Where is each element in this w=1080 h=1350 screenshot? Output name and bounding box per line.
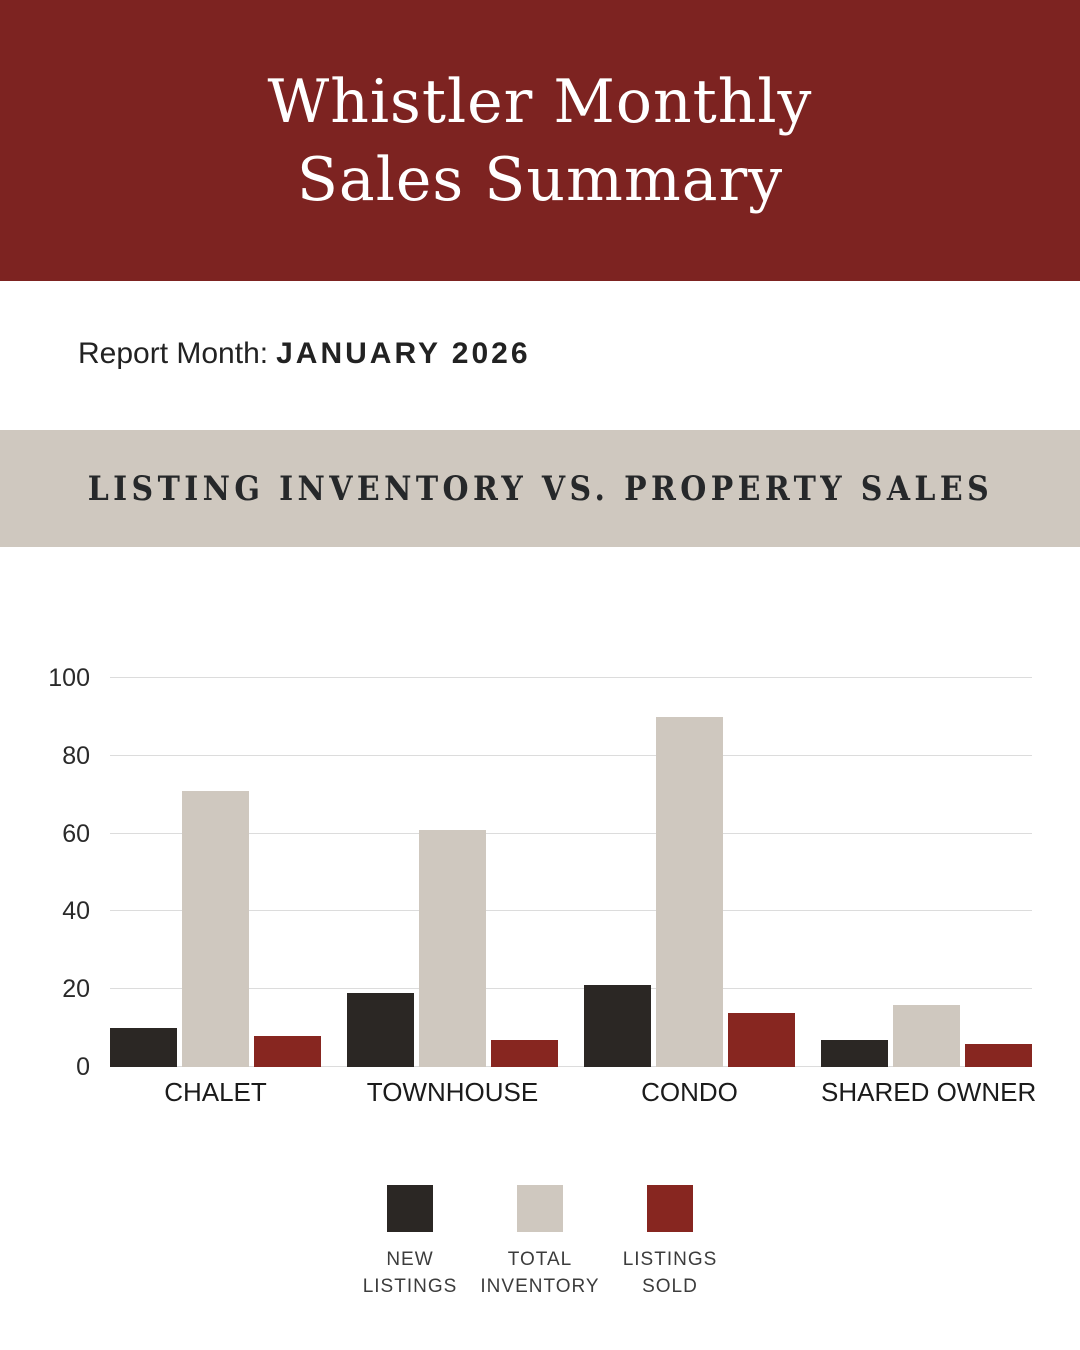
bar-listings-sold — [965, 1043, 1032, 1067]
legend-item-new-listings: NEW LISTINGS — [345, 1185, 475, 1300]
report-month-row: Report Month: JANUARY 2026 — [78, 337, 531, 371]
legend-swatch — [517, 1185, 563, 1232]
y-axis-tick-label: 100 — [48, 664, 90, 692]
legend-label: NEW LISTINGS — [363, 1246, 458, 1300]
legend-label-line: TOTAL — [507, 1249, 573, 1270]
y-axis-tick-label: 20 — [62, 975, 90, 1004]
legend-label-line: NEW — [386, 1249, 434, 1270]
x-axis-category-label: CHALET — [164, 1077, 267, 1107]
bar-groups: CHALET TOWNHOUSE CONDO SHARED OWNER — [110, 678, 1036, 1107]
legend-label-line: LISTINGS — [622, 1249, 718, 1270]
bar-group-condo: CONDO — [584, 678, 795, 1107]
legend-label-line: SOLD — [642, 1276, 698, 1297]
bar-new-listings — [110, 1028, 177, 1067]
y-axis-tick-label: 80 — [62, 741, 90, 770]
bar-new-listings — [821, 1039, 888, 1067]
gridline — [110, 910, 1032, 912]
y-axis-tick-label: 40 — [62, 897, 90, 926]
report-month-value: JANUARY 2026 — [276, 337, 531, 370]
bar-group-townhouse: TOWNHOUSE — [347, 678, 558, 1107]
bar-new-listings — [584, 985, 651, 1067]
plot-area: CHALET TOWNHOUSE CONDO SHARED OWNER — [110, 677, 1036, 1107]
bar-listings-sold — [728, 1012, 795, 1067]
gridline — [110, 832, 1032, 834]
report-month-label: Report Month: — [78, 337, 269, 370]
legend-label: LISTINGS SOLD — [623, 1246, 718, 1300]
header-band: Whistler Monthly Sales Summary — [0, 0, 1080, 281]
legend-swatch — [647, 1185, 693, 1232]
bar-total-inventory — [656, 716, 723, 1067]
legend-label-line: LISTINGS — [362, 1276, 458, 1297]
x-axis-category-label: SHARED OWNER — [821, 1077, 1037, 1107]
bar-total-inventory — [893, 1004, 960, 1067]
legend-item-listings-sold: LISTINGS SOLD — [605, 1185, 735, 1300]
gridline — [110, 754, 1032, 756]
bar-group-shared-owner: SHARED OWNER — [821, 678, 1036, 1107]
chart-legend: NEW LISTINGS TOTAL INVENTORY LISTINGS SOLD — [0, 1185, 1080, 1300]
y-axis-tick-label: 0 — [76, 1053, 90, 1081]
x-axis-category-label: CONDO — [641, 1077, 738, 1107]
x-axis-category-label: TOWNHOUSE — [366, 1077, 539, 1107]
page-title-line1: Whistler Monthly — [267, 66, 813, 137]
bar-group-chalet: CHALET — [110, 678, 321, 1107]
bar-listings-sold — [491, 1039, 558, 1067]
bar-total-inventory — [182, 790, 249, 1067]
bar-listings-sold — [254, 1035, 321, 1067]
legend-label: TOTAL INVENTORY — [480, 1246, 599, 1300]
bar-total-inventory — [419, 829, 486, 1067]
legend-label-line: INVENTORY — [480, 1276, 600, 1297]
gridline — [110, 988, 1032, 990]
gridline — [110, 1066, 1032, 1067]
bar-new-listings — [347, 993, 414, 1067]
section-title-band: LISTING INVENTORY VS. PROPERTY SALES — [0, 430, 1080, 547]
section-title: LISTING INVENTORY VS. PROPERTY SALES — [87, 468, 993, 509]
legend-item-total-inventory: TOTAL INVENTORY — [475, 1185, 605, 1300]
legend-swatch — [387, 1185, 433, 1232]
y-axis-tick-label: 60 — [62, 819, 90, 848]
y-axis-labels: 0 20 40 60 80 100 — [30, 664, 90, 1081]
gridline — [110, 677, 1032, 678]
page-title-line2: Sales Summary — [296, 144, 784, 215]
